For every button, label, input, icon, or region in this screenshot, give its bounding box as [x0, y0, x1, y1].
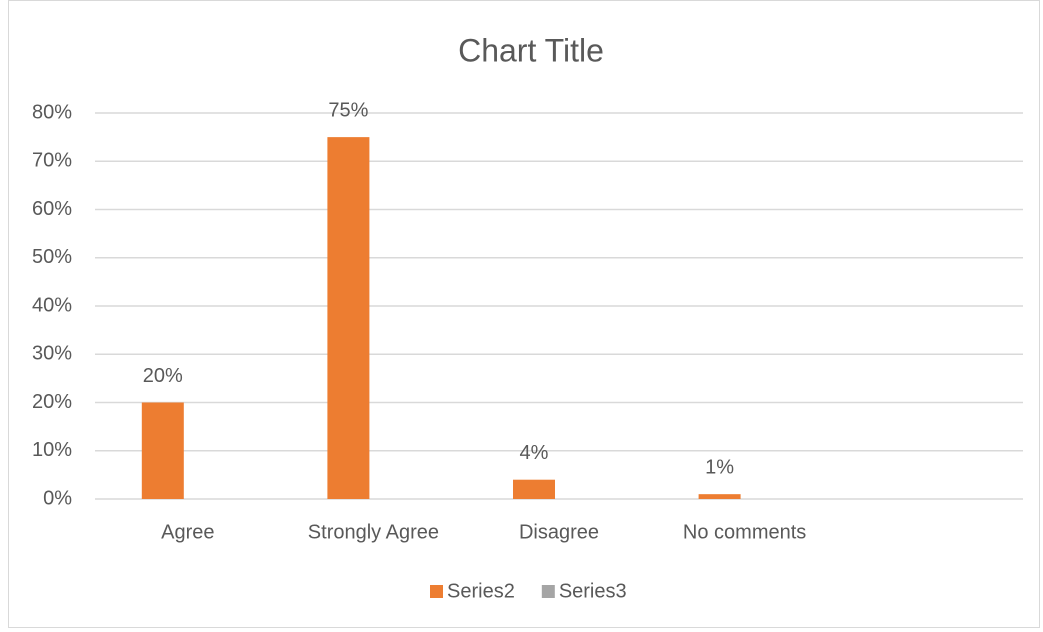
y-tick-label: 30%	[32, 343, 72, 365]
y-tick-label: 80%	[32, 101, 72, 123]
data-label: 75%	[328, 99, 368, 121]
y-tick-label: 60%	[32, 198, 72, 220]
x-tick-label: Disagree	[519, 521, 599, 543]
bar	[513, 479, 555, 499]
bar	[141, 402, 184, 499]
legend-label: Series3	[559, 580, 627, 602]
y-tick-label: 20%	[32, 391, 72, 413]
chart-frame	[8, 0, 1040, 628]
x-tick-label: Agree	[161, 521, 214, 543]
data-label: 1%	[705, 456, 734, 478]
legend-swatch	[541, 585, 555, 598]
legend-swatch	[430, 585, 443, 598]
data-label: 4%	[520, 442, 549, 464]
bar	[327, 137, 370, 499]
legend-label: Series2	[447, 580, 515, 602]
chart-title: Chart Title	[458, 32, 604, 68]
y-tick-label: 70%	[32, 150, 72, 172]
y-tick-label: 50%	[32, 246, 72, 268]
bar	[698, 494, 741, 499]
y-tick-label: 0%	[43, 487, 72, 509]
x-tick-label: Strongly Agree	[308, 521, 439, 543]
data-label: 20%	[143, 365, 183, 387]
y-tick-label: 40%	[32, 294, 72, 316]
y-tick-label: 10%	[32, 439, 72, 461]
x-tick-label: No comments	[683, 521, 806, 543]
